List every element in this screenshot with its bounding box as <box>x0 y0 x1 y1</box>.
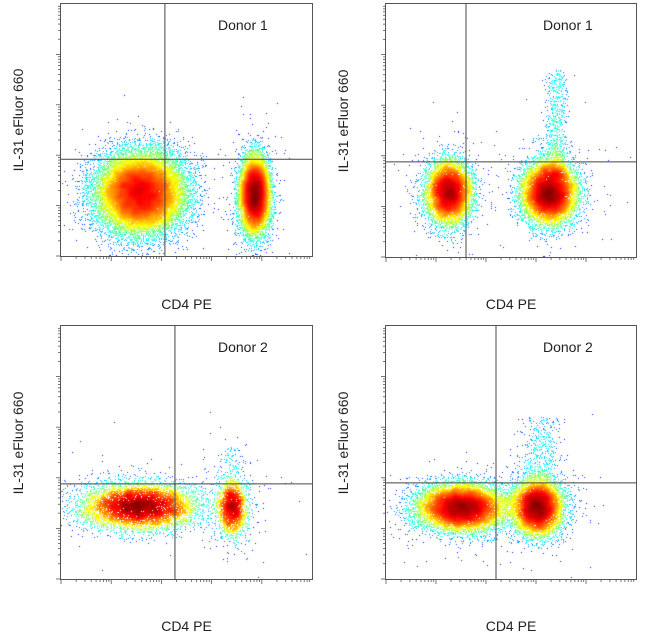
panel-title: Donor 2 <box>543 339 593 355</box>
axes-overlay <box>56 326 312 584</box>
y-axis-label: IL-31 eFluor 660 <box>10 68 26 172</box>
x-axis-label: CD4 PE <box>161 618 212 634</box>
panel-title: Donor 1 <box>543 17 593 33</box>
axes-overlay <box>381 326 636 584</box>
density-dots <box>386 326 636 579</box>
y-axis-label: IL-31 eFluor 660 <box>335 391 351 494</box>
axes-overlay <box>56 4 312 261</box>
density-dots <box>386 4 636 257</box>
density-dots <box>61 326 312 579</box>
panel-title: Donor 2 <box>218 339 268 355</box>
panel-title: Donor 1 <box>218 17 268 33</box>
plot-area-3 <box>56 325 313 584</box>
density-dots <box>61 4 312 256</box>
axes-overlay <box>381 4 636 262</box>
plot-area-4 <box>381 325 637 584</box>
y-axis-label: IL-31 eFluor 660 <box>10 391 26 494</box>
plot-area-2 <box>381 3 637 262</box>
plot-area-1 <box>56 3 313 261</box>
x-axis-label: CD4 PE <box>161 296 212 312</box>
y-axis-label: IL-31 eFluor 660 <box>335 69 351 172</box>
x-axis-label: CD4 PE <box>485 296 537 312</box>
x-axis-label: CD4 PE <box>485 618 537 634</box>
